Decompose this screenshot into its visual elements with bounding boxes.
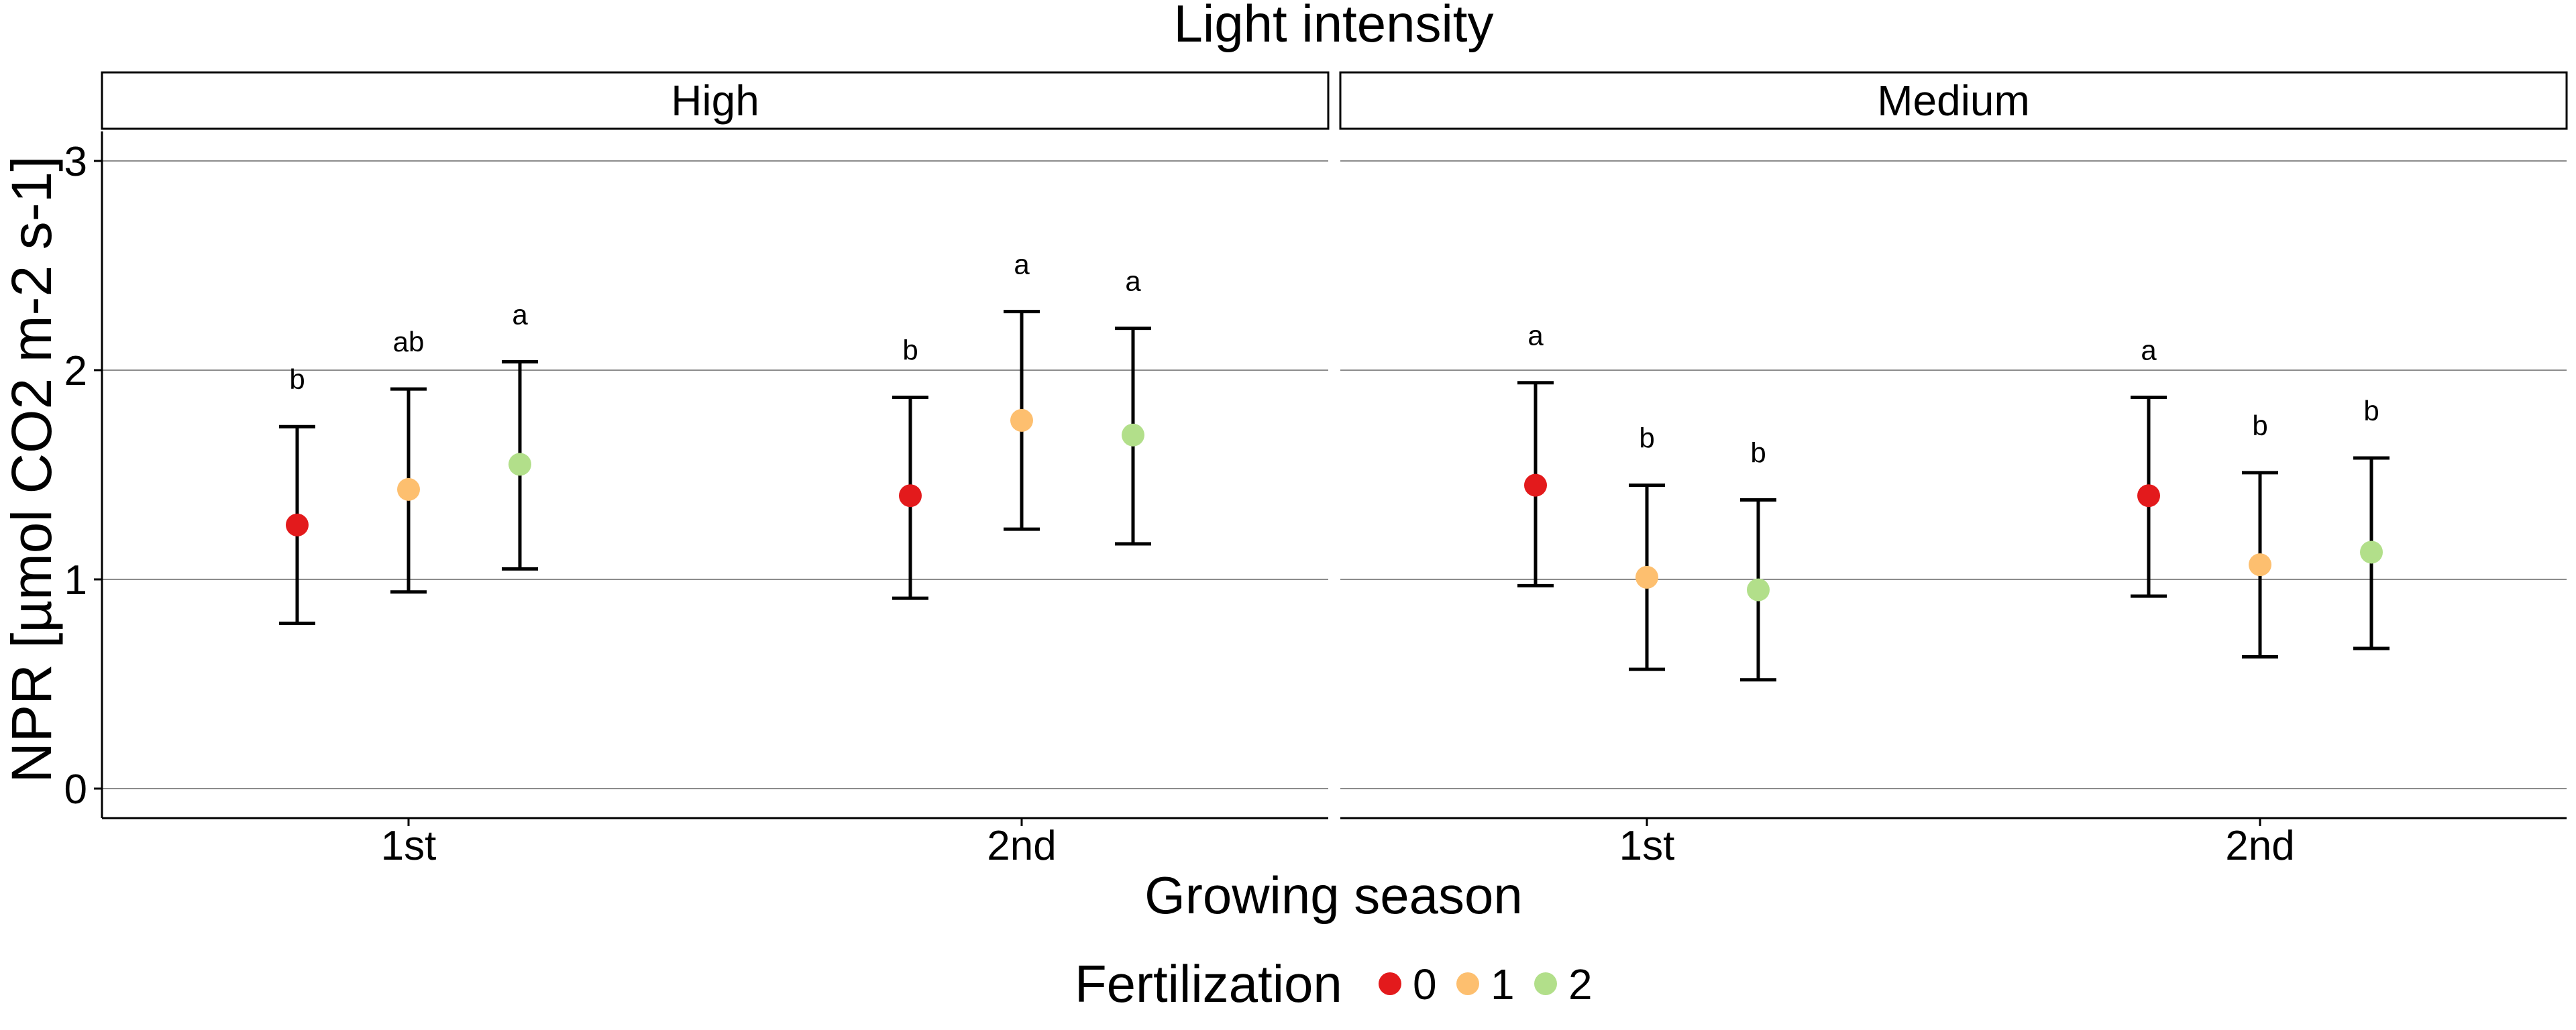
data-point [1122,423,1144,447]
data-point [899,484,922,508]
facet-strip [101,71,1330,130]
significance-letter: a [512,299,528,331]
facet-strip-label: High [671,76,759,125]
facet-panel-medium: Medium 1st 2nd a a b b b b [1339,71,2568,869]
legend-title: Fertilization [1075,954,1342,1013]
x-axis-title: Growing season [1144,866,1523,925]
y-tick-label: 3 [64,139,87,185]
significance-letter: b [2252,410,2267,441]
significance-letter: b [289,363,305,395]
y-tick-label: 1 [64,557,87,604]
legend-key-0 [1379,972,1401,995]
legend-label-2: 2 [1568,960,1593,1009]
x-tick-label: 1st [381,823,437,869]
facet-strip-label: Medium [1877,76,2030,125]
data-point [2249,553,2271,577]
chart-title: Light intensity [1174,0,1494,53]
data-point [1635,565,1658,589]
x-tick-label: 2nd [987,823,1056,869]
data-point [286,513,309,536]
significance-letter: b [2363,395,2379,426]
significance-letter: a [1125,266,1141,297]
data-point [397,477,420,501]
y-tick-label: 2 [64,348,87,394]
significance-letter: a [1014,249,1030,280]
significance-letter: ab [393,326,425,357]
data-point [2137,484,2160,508]
legend-key-2 [1534,972,1557,995]
data-point [1010,408,1033,432]
x-tick-label: 2nd [2225,823,2294,869]
data-point [508,453,531,476]
legend-key-1 [1456,972,1479,995]
data-point [1524,473,1547,497]
significance-letter: a [2141,335,2157,366]
significance-letter: b [1639,422,1654,454]
y-axis-title: NPR [µmol CO2 m-2 s-1] [0,156,63,783]
data-point [1747,578,1770,602]
significance-letter: b [902,335,918,366]
data-point [2360,540,2383,564]
significance-letter: b [1750,437,1766,468]
y-tick-label: 0 [64,766,87,813]
legend-label-1: 1 [1491,960,1515,1009]
legend-label-0: 0 [1413,960,1437,1009]
x-tick-label: 1st [1619,823,1675,869]
facet-strip [1339,71,2568,130]
significance-letter: a [1527,320,1544,351]
legend: Fertilization 0 1 2 [1075,954,1593,1013]
facet-panel-high: High 0 1 2 3 1st 2nd b b ab a a a [64,71,1330,869]
